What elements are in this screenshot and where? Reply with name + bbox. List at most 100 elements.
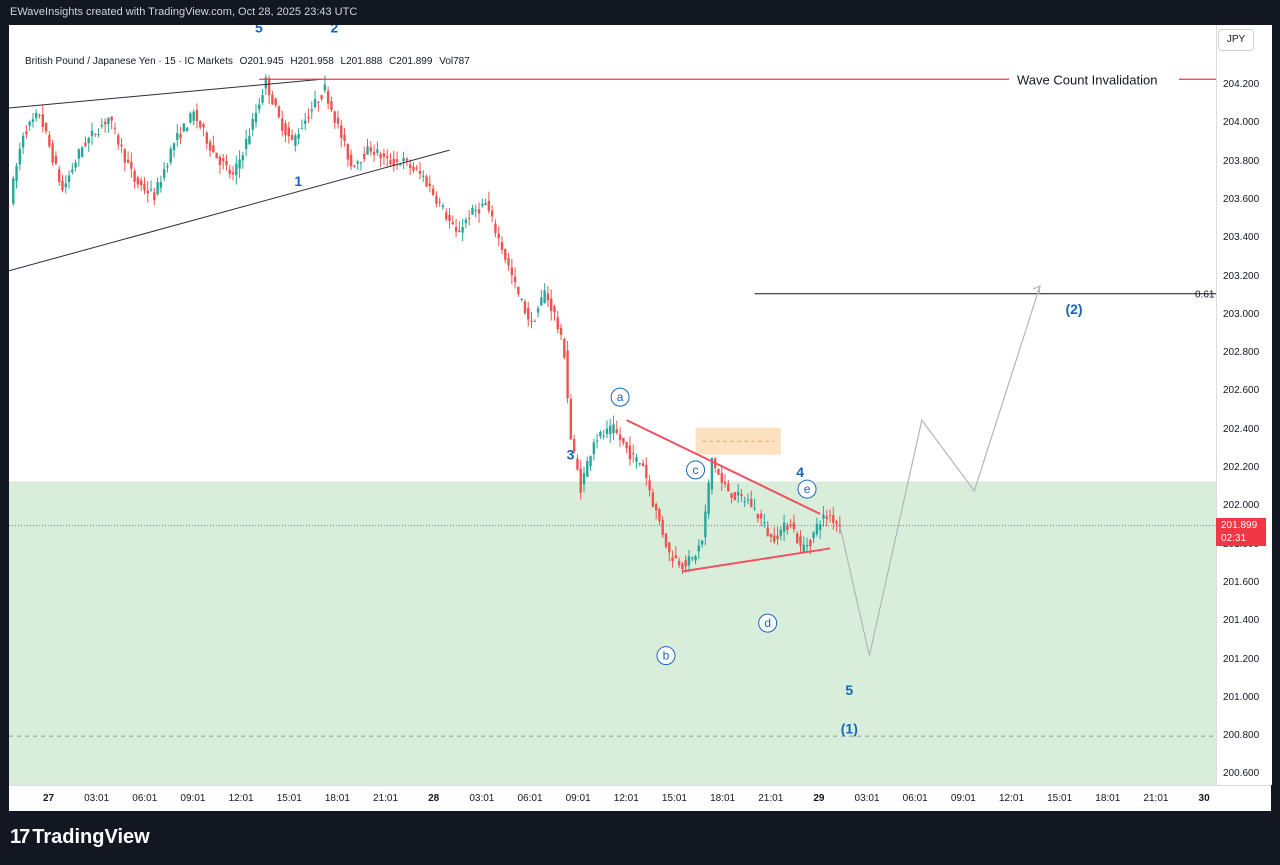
candle-body <box>235 163 238 176</box>
candle-body <box>710 457 714 490</box>
candle-body <box>281 118 284 131</box>
candle-body <box>773 535 776 542</box>
candle-body <box>231 172 235 175</box>
candle-body <box>248 135 251 144</box>
candle-body <box>290 135 294 140</box>
candle-body <box>38 114 41 116</box>
candle-body <box>674 555 678 559</box>
time-tick: 09:01 <box>950 793 976 804</box>
candle-body <box>317 102 320 104</box>
candle-body <box>251 119 254 130</box>
candle-body <box>415 167 418 169</box>
candle-body <box>153 192 156 201</box>
candle-body <box>310 109 313 112</box>
candle-body <box>815 523 819 535</box>
candle-body <box>379 153 382 159</box>
candle-body <box>54 156 58 164</box>
candle-body <box>71 169 74 173</box>
candle-body <box>15 166 18 182</box>
tradingview-logo[interactable]: 17 TradingView <box>10 826 150 849</box>
candle-body <box>369 147 372 152</box>
candle-body <box>828 515 832 517</box>
wave-circle-label-a: a <box>617 390 624 404</box>
projection-arrowhead <box>1032 285 1041 295</box>
time-tick: 29 <box>813 793 825 804</box>
candle-body <box>225 160 228 166</box>
candle-body <box>471 207 474 215</box>
candle-body <box>156 182 159 194</box>
candle-body <box>592 442 596 455</box>
candle-body <box>550 298 553 312</box>
legend-symbol[interactable]: British Pound / Japanese Yen · 15 · IC M… <box>25 56 233 67</box>
candle-body <box>110 116 113 121</box>
candle-body <box>120 144 123 147</box>
candle-body <box>599 431 602 437</box>
candle-body <box>349 154 353 167</box>
time-tick: 15:01 <box>661 793 687 804</box>
candle-body <box>684 560 687 567</box>
candle-body <box>445 212 448 220</box>
candle-body <box>523 301 527 314</box>
time-tick: 12:01 <box>998 793 1025 804</box>
price-tick: 203.000 <box>1223 308 1260 320</box>
candle-body <box>799 536 802 546</box>
fib-label: 0.61 <box>1195 290 1215 301</box>
time-tick: 06:01 <box>132 793 158 804</box>
time-tick: 09:01 <box>565 793 591 804</box>
price-tick: 202.400 <box>1223 423 1260 435</box>
candle-body <box>254 112 258 123</box>
candle-body <box>58 169 61 182</box>
candle-body <box>222 158 225 162</box>
candle-body <box>474 210 477 212</box>
candle-body <box>287 127 290 137</box>
currency-selector[interactable]: JPY <box>1218 29 1254 51</box>
candle-body <box>651 492 655 507</box>
candle-body <box>497 233 500 239</box>
candle-body <box>267 78 271 96</box>
candle-body <box>451 221 454 224</box>
candle-body <box>340 125 343 138</box>
candle-body <box>589 455 592 467</box>
candle-body <box>632 453 635 455</box>
candle-body <box>704 511 707 538</box>
candle-body <box>199 120 202 128</box>
candle-body <box>605 428 609 435</box>
candle-body <box>94 133 97 135</box>
candle-body <box>507 257 510 266</box>
candle-body <box>346 143 350 160</box>
candle-body <box>130 162 133 169</box>
candle-body <box>720 472 723 483</box>
candle-body <box>487 200 491 211</box>
candle-body <box>117 135 120 145</box>
candle-body <box>517 286 520 295</box>
candle-body <box>733 492 737 501</box>
wedge-lower-trendline <box>9 149 450 272</box>
candle-body <box>300 128 304 130</box>
price-axis[interactable]: 200.600 200.800 201.000 201.200 201.400 201.6… <box>1216 25 1272 785</box>
candle-body <box>625 442 628 449</box>
candle-body <box>74 162 77 168</box>
candle-body <box>333 111 336 123</box>
price-tick: 201.600 <box>1223 576 1260 588</box>
candle-body <box>546 293 550 301</box>
candle-body <box>126 159 130 163</box>
candle-body <box>458 230 461 232</box>
last-price-value: 201.899 <box>1221 520 1258 531</box>
price-tick: 202.000 <box>1223 500 1260 512</box>
candle-body <box>294 135 297 146</box>
candle-body <box>723 482 727 484</box>
candle-body <box>553 306 556 313</box>
time-tick: 30 <box>1198 793 1210 804</box>
candle-body <box>100 124 104 127</box>
candle-body <box>763 522 766 524</box>
candle-body <box>107 117 110 125</box>
price-tick: 201.000 <box>1223 691 1260 703</box>
candle-body <box>832 515 835 523</box>
candle-body <box>202 124 205 128</box>
candle-body <box>586 461 589 477</box>
candle-body <box>576 458 579 470</box>
candle-body <box>694 556 697 561</box>
time-axis[interactable]: 27 03:01 06:01 09:01 12:01 15:01 18:01 21:01 28 0… <box>9 785 1271 811</box>
